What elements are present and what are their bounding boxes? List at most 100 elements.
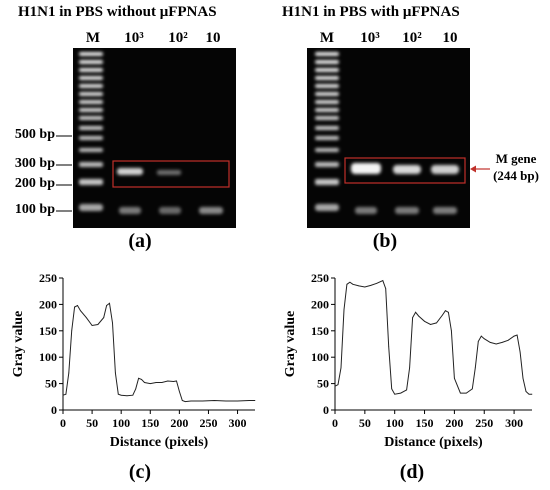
data-point: [424, 320, 425, 322]
data-point: [213, 400, 215, 401]
gel-a-lane-100: 10²: [168, 30, 188, 46]
data-point: [394, 393, 396, 395]
panel-label-d: (d): [399, 461, 425, 483]
panel-label-a: (a): [128, 230, 152, 252]
x-tick-label: 100: [386, 416, 404, 430]
ladder-tick-marks: [56, 135, 72, 212]
y-tick-label: 0: [51, 403, 57, 417]
data-point: [451, 330, 452, 332]
data-point: [149, 383, 151, 384]
data-point: [343, 309, 345, 311]
data-point: [138, 377, 140, 379]
gel-a-lane-10: 10: [205, 30, 221, 46]
data-point: [448, 311, 449, 313]
data-point: [161, 382, 163, 383]
data-point: [181, 400, 183, 401]
data-point: [507, 339, 509, 341]
data-point: [334, 385, 336, 387]
data-point: [167, 380, 169, 382]
data-point: [465, 392, 467, 394]
data-point: [74, 306, 76, 308]
data-point: [406, 389, 408, 391]
gray-value-profile-line: [334, 279, 532, 395]
gel-a-ladder: [79, 52, 103, 211]
data-point: [173, 381, 174, 382]
data-point: [117, 393, 119, 395]
data-point: [489, 342, 491, 343]
y-tick-label: 150: [39, 324, 57, 338]
x-tick-label: 50: [359, 416, 371, 430]
data-point: [376, 282, 378, 284]
y-tick-label: 0: [323, 403, 329, 417]
data-point: [522, 377, 524, 379]
data-point: [352, 283, 354, 285]
data-point: [483, 338, 485, 340]
gel-b-bands: [351, 163, 459, 214]
x-tick-label: 300: [229, 416, 247, 430]
data-point: [80, 310, 81, 312]
y-tick-label: 250: [311, 271, 329, 285]
gel-b-lane-100: 10²: [402, 30, 422, 46]
data-point: [178, 391, 180, 392]
y-tick-label: 50: [45, 377, 57, 391]
data-point: [519, 351, 521, 353]
data-point: [103, 317, 105, 318]
data-point: [91, 325, 93, 326]
data-point: [141, 378, 142, 380]
ladder-label-500: 500 bp: [14, 127, 55, 142]
gel-b-ladder: [315, 52, 339, 211]
y-tick-label: 250: [39, 271, 57, 285]
data-point: [418, 315, 419, 317]
data-point: [176, 380, 177, 382]
x-axis-label: Distance (pixels): [110, 435, 209, 450]
x-tick-label: 250: [199, 416, 217, 430]
data-point: [474, 367, 476, 369]
gel-a-image: [73, 48, 236, 228]
y-tick-label: 200: [311, 297, 329, 311]
gel-a-highlight-box: [112, 160, 230, 188]
x-tick-label: 250: [475, 416, 493, 430]
data-point: [184, 401, 186, 402]
data-point: [85, 317, 87, 318]
x-tick-label: 150: [141, 416, 159, 430]
data-point: [254, 400, 256, 401]
data-point: [77, 305, 78, 306]
data-point: [340, 367, 342, 369]
data-point: [106, 305, 108, 306]
data-point: [480, 335, 482, 337]
y-tick-label: 100: [39, 350, 57, 364]
gel-b-lane-10: 10: [442, 30, 458, 46]
data-point: [71, 330, 73, 332]
gel-a-title: H1N1 in PBS without μFPNAS: [18, 4, 217, 20]
data-point: [68, 372, 70, 374]
data-point: [248, 400, 250, 401]
x-tick-label: 0: [60, 416, 66, 430]
data-point: [364, 286, 366, 288]
data-point: [501, 342, 503, 343]
gel-b-image: [307, 48, 470, 228]
arrow-icon: [470, 165, 490, 173]
data-point: [391, 388, 393, 390]
data-point: [65, 393, 67, 395]
data-point: [388, 346, 390, 348]
x-tick-label: 200: [445, 416, 463, 430]
data-point: [126, 395, 128, 397]
data-point: [346, 283, 348, 285]
ladder-label-100: 100 bp: [14, 202, 55, 217]
data-point: [358, 285, 360, 287]
plot-d: 0 50 100 150 200 250 0 50 100 150 200 250 300 Distanc…: [283, 271, 533, 450]
gel-b-title: H1N1 in PBS with μFPNAS: [282, 4, 460, 20]
m-gene-line2: (244 bp): [493, 168, 539, 183]
panel-label-c: (c): [128, 461, 152, 483]
data-point: [477, 340, 479, 342]
data-point: [114, 372, 116, 374]
data-point: [62, 394, 64, 396]
gel-a-lane-m: M: [85, 30, 101, 46]
m-gene-label: M gene (244 bp): [480, 150, 550, 184]
data-point: [337, 384, 339, 386]
gel-b-highlight-box: [344, 157, 466, 184]
y-axis-label: Gray value: [283, 311, 298, 378]
data-point: [112, 322, 113, 324]
x-tick-label: 0: [332, 416, 338, 430]
gel-a-bands: [117, 168, 223, 214]
